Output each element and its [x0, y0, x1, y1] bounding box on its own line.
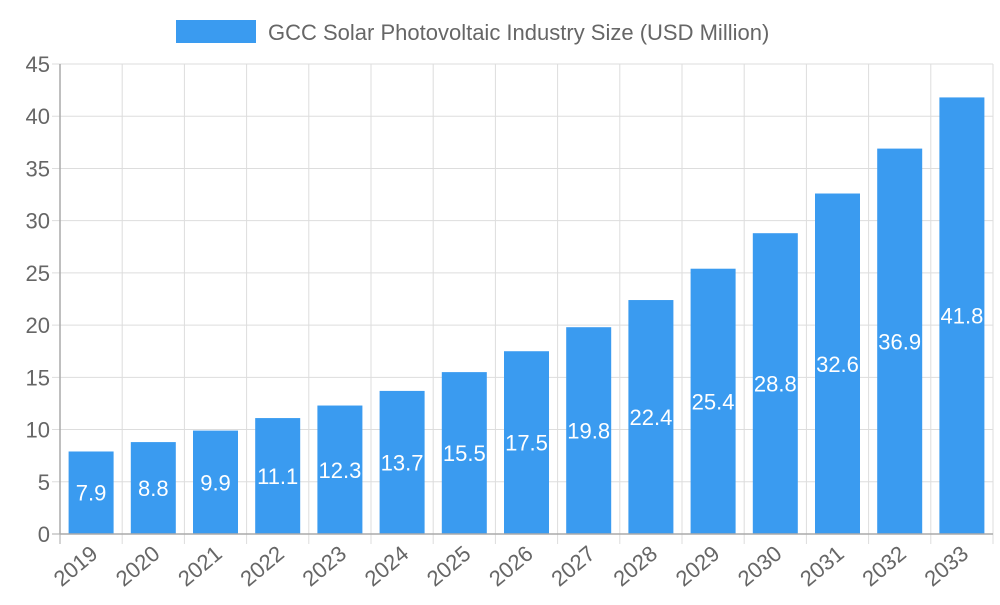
data-label: 25.4 — [692, 389, 735, 414]
x-tick-label: 2028 — [609, 541, 663, 592]
bar — [193, 430, 238, 534]
x-tick-label: 2021 — [173, 541, 227, 592]
data-label: 9.9 — [200, 470, 231, 495]
y-tick-label: 20 — [26, 313, 50, 338]
data-label: 28.8 — [754, 372, 797, 397]
bar — [68, 451, 114, 534]
data-label: 7.9 — [76, 481, 107, 506]
x-tick-label: 2031 — [795, 541, 849, 592]
bar — [566, 327, 612, 534]
legend[interactable]: GCC Solar Photovoltaic Industry Size (US… — [176, 20, 769, 45]
y-tick-label: 25 — [26, 261, 50, 286]
data-label: 12.3 — [318, 458, 361, 483]
x-tick-label: 2025 — [422, 541, 476, 592]
bars: 7.9 8.8 9.9 11.1 12.3 13.7 15.5 17.5 19.8 22.4 25.… — [68, 97, 985, 534]
y-tick-label: 10 — [26, 418, 50, 443]
data-label: 41.8 — [940, 304, 983, 329]
x-tick-label: 2022 — [235, 541, 289, 592]
y-tick-label: 40 — [26, 104, 50, 129]
legend-label: GCC Solar Photovoltaic Industry Size (US… — [268, 20, 769, 45]
x-tick-label: 2030 — [733, 541, 787, 592]
grid — [52, 63, 994, 544]
x-tick-label: 2032 — [857, 541, 911, 592]
data-label: 17.5 — [505, 431, 548, 456]
y-tick-label: 0 — [38, 522, 50, 547]
data-label: 36.9 — [878, 329, 921, 354]
bar — [939, 97, 985, 534]
bar — [441, 372, 487, 534]
bar — [815, 193, 860, 534]
bar — [752, 233, 798, 534]
y-tick-label: 5 — [38, 470, 50, 495]
y-tick-label: 30 — [26, 209, 50, 234]
data-label: 15.5 — [443, 441, 486, 466]
y-tick-label: 35 — [26, 156, 50, 181]
data-label: 8.8 — [138, 476, 169, 501]
x-tick-label: 2020 — [111, 541, 165, 592]
bar — [628, 300, 674, 534]
x-tick-label: 2026 — [484, 541, 538, 592]
y-tick-label: 15 — [26, 365, 50, 390]
data-label: 13.7 — [381, 450, 424, 475]
y-tick-label: 45 — [26, 52, 50, 77]
data-label: 22.4 — [629, 405, 672, 430]
bar — [130, 442, 176, 534]
x-tick-label: 2024 — [360, 541, 414, 592]
x-tick-label: 2033 — [920, 541, 974, 592]
legend-swatch — [176, 20, 256, 43]
bar — [317, 405, 363, 534]
data-label: 11.1 — [257, 464, 298, 489]
bar — [877, 148, 923, 534]
x-tick-label: 2023 — [298, 541, 352, 592]
x-tick-label: 2027 — [546, 541, 600, 592]
bar — [690, 268, 736, 534]
data-label: 19.8 — [567, 419, 610, 444]
x-tick-label: 2029 — [671, 541, 725, 592]
x-tick-label: 2019 — [49, 541, 103, 592]
bar — [255, 418, 301, 534]
data-label: 32.6 — [816, 352, 859, 377]
bar — [504, 351, 549, 534]
bar — [379, 390, 425, 534]
